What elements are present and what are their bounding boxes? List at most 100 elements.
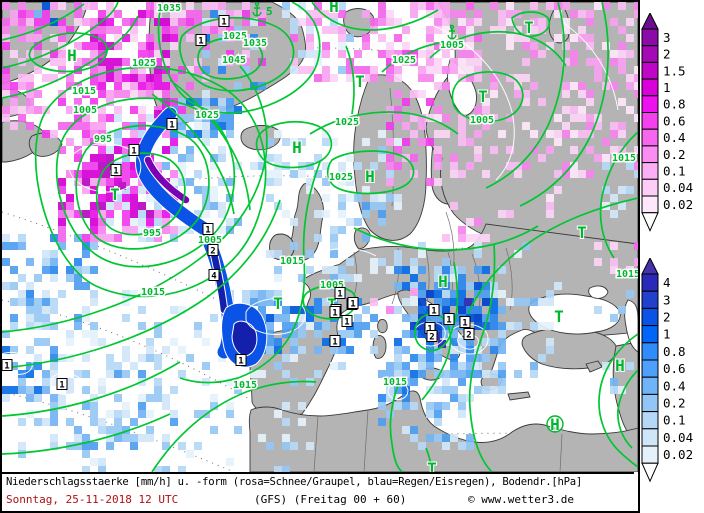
snow-legend-tick-label: 2 — [663, 47, 671, 62]
snow-legend-tick-label: 0.4 — [663, 130, 686, 145]
snow-legend-swatch — [641, 162, 659, 180]
low-pressure-center: T — [427, 459, 437, 472]
svg-text:1035: 1035 — [243, 38, 267, 49]
rain-legend-tick-label: 0.02 — [663, 447, 693, 462]
low-pressure-center: T — [577, 223, 587, 242]
snow-legend-swatch — [641, 128, 659, 147]
svg-text:1025: 1025 — [223, 31, 247, 42]
rain-legend-tick-label: 0.8 — [663, 344, 686, 359]
snow-legend-arrow-down — [641, 212, 659, 232]
svg-text:1015: 1015 — [233, 380, 257, 391]
svg-text:1: 1 — [238, 357, 243, 367]
snow-legend-tick-label: 0.6 — [663, 113, 686, 128]
rain-legend-tick-label: 0.1 — [663, 413, 686, 428]
rain-legend-swatch — [641, 411, 659, 430]
svg-text:995: 995 — [94, 134, 112, 145]
snow-legend-tick-label: 0.8 — [663, 97, 686, 112]
caption-bar: Niederschlagsstaerke [mm/h] u. -form (ro… — [2, 472, 634, 509]
high-pressure-center: H — [329, 2, 339, 16]
snow-legend-tick-label: 3 — [663, 30, 671, 45]
svg-text:1: 1 — [332, 338, 337, 348]
svg-text:2: 2 — [466, 331, 471, 341]
high-pressure-center: H — [292, 138, 302, 157]
precipitation-cells — [2, 2, 638, 472]
low-pressure-center: T — [355, 72, 365, 91]
svg-text:1045: 1045 — [222, 55, 246, 66]
svg-text:1: 1 — [337, 290, 342, 300]
svg-text:1: 1 — [198, 37, 203, 47]
snow-intensity-legend: 3 21.5 1 0.80.6 0.4 0.20.1 0.04 0.02 — [641, 13, 693, 232]
svg-text:1: 1 — [221, 18, 226, 28]
high-pressure-center: H — [550, 415, 560, 434]
vortex-markers: 5 — [252, 2, 457, 40]
rain-legend-tick-label: 0.2 — [663, 396, 686, 411]
snow-legend-swatch — [641, 78, 659, 97]
snow-legend-tick-label: 0.2 — [663, 147, 686, 162]
low-pressure-center: T — [110, 185, 120, 204]
weather-map: 1035102510351045102510151005995102599510… — [2, 2, 638, 472]
rain-legend-swatch — [641, 325, 659, 344]
snow-legend-swatch — [641, 45, 659, 63]
svg-text:1035: 1035 — [157, 3, 181, 14]
svg-text:1025: 1025 — [195, 110, 219, 121]
map-frame: 1035 1025 1035 1045 1025 1015 1005 995 1025 995 10… — [0, 0, 640, 513]
rain-legend-swatch — [641, 445, 659, 464]
caption-title: Niederschlagsstaerke [mm/h] u. -form (ro… — [6, 476, 583, 488]
snow-legend-tick-label: 0.02 — [663, 197, 693, 212]
svg-text:2: 2 — [210, 247, 215, 257]
snow-legend-tick-label: 0.04 — [663, 180, 693, 195]
svg-text:1: 1 — [462, 319, 467, 329]
high-pressure-center: H — [365, 167, 375, 186]
snow-legend-tick-label: 1.5 — [663, 63, 686, 78]
low-pressure-center: T — [554, 307, 564, 326]
rain-legend-tick-label: 0.6 — [663, 361, 686, 376]
svg-text:1: 1 — [344, 318, 349, 328]
svg-text:1025: 1025 — [329, 172, 353, 183]
svg-text:1: 1 — [169, 121, 174, 131]
svg-text:5: 5 — [266, 5, 273, 18]
rain-legend-swatch — [641, 376, 659, 395]
isobars — [2, 2, 638, 472]
svg-text:1015: 1015 — [141, 287, 165, 298]
svg-text:1: 1 — [113, 167, 118, 177]
snow-legend-tick-label: 0.1 — [663, 163, 686, 178]
svg-text:1025: 1025 — [392, 55, 416, 66]
rain-legend-arrow-down — [641, 462, 659, 483]
precip-value-boxes: 111111241111111112211111 — [2, 15, 475, 391]
svg-text:1: 1 — [427, 325, 432, 335]
snow-legend-swatch — [641, 95, 659, 114]
high-pressure-center: H — [67, 46, 77, 65]
rain-legend-tick-label: 0.04 — [663, 430, 693, 445]
snow-legend-swatch — [641, 112, 659, 130]
rain-legend-swatch — [641, 273, 659, 292]
svg-text:1015: 1015 — [612, 153, 636, 164]
svg-text:1025: 1025 — [132, 58, 156, 69]
snow-legend-swatch — [641, 61, 659, 80]
caption-datetime: Sonntag, 25-11-2018 12 UTC — [6, 493, 179, 506]
svg-text:1: 1 — [431, 307, 436, 317]
svg-text:1: 1 — [350, 300, 355, 310]
svg-text:1015: 1015 — [383, 377, 407, 388]
svg-text:1: 1 — [446, 316, 451, 326]
isobar-labels: 1035102510351045102510151005995102599510… — [70, 2, 638, 393]
rain-legend-tick-label: 4 — [663, 275, 671, 290]
rain-legend-tick-label: 1 — [663, 327, 671, 342]
low-pressure-center: T — [524, 18, 534, 37]
rain-intensity-legend: 4 3 2 1 0.8 0.6 0.4 0.2 0.1 0.04 0.02 — [641, 258, 693, 483]
svg-text:1: 1 — [205, 226, 210, 236]
snow-legend-tick-label: 1 — [663, 80, 671, 95]
low-pressure-center: T — [478, 87, 488, 106]
rain-legend-swatch — [641, 428, 659, 447]
svg-text:1005: 1005 — [73, 105, 97, 116]
rain-legend-tick-label: 2 — [663, 310, 671, 325]
rain-legend-tick-label: 3 — [663, 292, 671, 307]
snow-legend-swatch — [641, 145, 659, 164]
rain-legend-tick-label: 0.4 — [663, 378, 686, 393]
svg-text:1005: 1005 — [470, 115, 494, 126]
svg-text:1: 1 — [332, 309, 337, 319]
svg-text:2: 2 — [429, 333, 434, 343]
low-pressure-center: T — [273, 294, 283, 313]
rain-legend-swatch — [641, 359, 659, 378]
svg-text:995: 995 — [143, 228, 161, 239]
